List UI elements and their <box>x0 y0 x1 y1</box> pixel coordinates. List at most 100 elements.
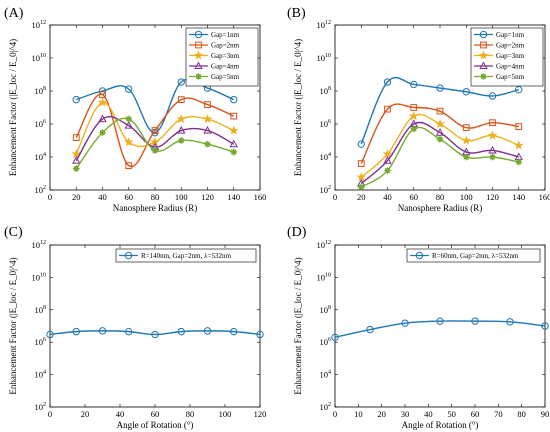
x-tick-label: 100 <box>460 192 473 202</box>
legend-marker-1 <box>124 251 133 260</box>
data-point-s2-2 <box>384 105 391 113</box>
data-point-s2-7 <box>515 123 523 130</box>
data-point-s4-5 <box>177 126 186 134</box>
data-point-s1-5 <box>151 330 159 339</box>
y-tick-label: 102 <box>35 402 47 412</box>
series-line-1 <box>334 320 546 339</box>
x-tick-label: 0 <box>48 409 52 419</box>
data-point-s5-4-ray <box>437 136 443 142</box>
series-line-1 <box>360 77 519 145</box>
data-point-s3-5 <box>461 135 472 145</box>
y-tick-label: 1012 <box>317 240 332 250</box>
x-tick-label: 50 <box>447 409 456 419</box>
data-point-s1-3 <box>410 80 418 89</box>
data-point-s4-1 <box>72 156 81 164</box>
data-point-s2-6 <box>489 119 496 127</box>
legend-marker-1 <box>479 30 488 39</box>
panel-d: (D) 0 10 20 30 40 50 60 70 80 90 102 104 106 108 1010 10… <box>287 225 549 430</box>
axes-box <box>49 244 261 408</box>
x-tick-label: 40 <box>98 192 107 202</box>
data-point-s2-4 <box>436 107 444 115</box>
data-point-s5-7-ray <box>230 149 237 155</box>
data-point-s2-3 <box>125 162 133 170</box>
data-point-s1-3 <box>98 327 107 335</box>
data-point-s1-1 <box>357 140 365 148</box>
x-tick-label: 80 <box>436 192 445 202</box>
data-point-s1-7 <box>515 85 523 94</box>
data-point-s1-3 <box>125 85 133 93</box>
panel-letter: (C) <box>4 225 23 240</box>
data-point-s2-7 <box>230 112 238 120</box>
y-tick-label: 108 <box>35 305 47 315</box>
data-point-s1-6 <box>177 327 185 336</box>
x-tick-label: 60 <box>125 192 134 202</box>
data-point-s5-1-ray <box>358 184 365 190</box>
legend-label-4: Gap=4nm <box>496 63 525 71</box>
data-point-s5-6-ray <box>204 141 211 147</box>
x-tick-label: 60 <box>471 409 480 419</box>
data-point-s1-8 <box>230 327 238 336</box>
legend-marker-2 <box>480 41 487 49</box>
data-point-s1-4 <box>125 327 133 336</box>
panel-letter: (A) <box>4 6 24 21</box>
data-point-s3-1 <box>71 149 82 159</box>
x-tick-label: 40 <box>383 192 392 202</box>
axes-box <box>334 244 546 408</box>
data-point-s3-7 <box>513 140 524 150</box>
x-tick-label: 60 <box>410 192 419 202</box>
legend-marker-4 <box>194 61 203 70</box>
legend-label-5: Gap=5nm <box>496 73 525 81</box>
data-point-s3-4 <box>435 118 445 129</box>
data-point-s2-5 <box>177 96 185 104</box>
legend-label-1: R=140nm, Gap=2nm, λ=532nm <box>141 252 231 260</box>
data-point-s1-7 <box>230 95 238 104</box>
data-point-s5-7-ray <box>515 159 522 165</box>
y-tick-label: 1012 <box>317 20 332 30</box>
y-tick-label: 108 <box>320 86 332 96</box>
x-tick-label: 0 <box>333 409 337 419</box>
x-tick-label: 120 <box>254 409 267 419</box>
y-tick-label: 1010 <box>317 53 332 63</box>
x-tick-label: 10 <box>354 409 363 419</box>
data-point-s4-6 <box>203 126 212 134</box>
data-point-s3-2 <box>97 97 108 107</box>
legend-marker-5-ray <box>195 73 202 80</box>
data-point-s4-6 <box>488 145 497 154</box>
data-point-s1-7 <box>203 327 212 335</box>
data-point-s1-5 <box>462 88 470 96</box>
legend-marker-5-ray <box>480 73 487 80</box>
legend-label-3: Gap=3nm <box>211 52 240 60</box>
x-tick-label: 120 <box>201 192 214 202</box>
x-tick-label: 140 <box>512 192 525 202</box>
data-point-s1-2 <box>72 327 80 336</box>
legend-label-3: Gap=3nm <box>496 52 525 60</box>
x-tick-label: 60 <box>151 409 160 419</box>
data-point-s5-5-ray <box>463 154 470 160</box>
data-point-s2-1 <box>72 134 80 141</box>
x-tick-label: 20 <box>357 192 366 202</box>
data-point-s4-3 <box>124 121 133 129</box>
data-point-s1-5 <box>471 317 479 325</box>
data-point-s5-3-ray <box>125 116 132 122</box>
x-tick-label: 160 <box>254 192 267 202</box>
panel-c: (C) 0 20 40 60 80 100 120 102 104 106 108 1010 1012 An… <box>4 225 266 430</box>
legend-box <box>115 248 257 263</box>
data-point-s2-3 <box>410 104 418 111</box>
data-point-s5-2-ray <box>384 167 391 174</box>
data-point-s5-4-ray <box>152 147 158 154</box>
y-tick-label: 108 <box>320 305 332 315</box>
x-tick-label: 0 <box>48 192 52 202</box>
x-tick-label: 80 <box>151 192 160 202</box>
legend-label-2: Gap=2nm <box>496 42 525 50</box>
y-axis-label: Enhancement Factor (|E_loc / E_0|^4) <box>8 257 18 394</box>
data-point-s1-7 <box>541 322 549 330</box>
x-tick-label: 80 <box>186 409 195 419</box>
y-tick-label: 106 <box>320 337 332 347</box>
data-point-s3-5 <box>176 114 187 124</box>
data-point-s3-3 <box>123 137 134 147</box>
legend-marker-3 <box>193 50 204 60</box>
x-axis-label: Angle of Rotation (°) <box>117 420 194 430</box>
panel-letter: (B) <box>287 6 306 21</box>
legend-marker-1 <box>415 251 424 260</box>
legend-marker-4 <box>479 61 488 70</box>
